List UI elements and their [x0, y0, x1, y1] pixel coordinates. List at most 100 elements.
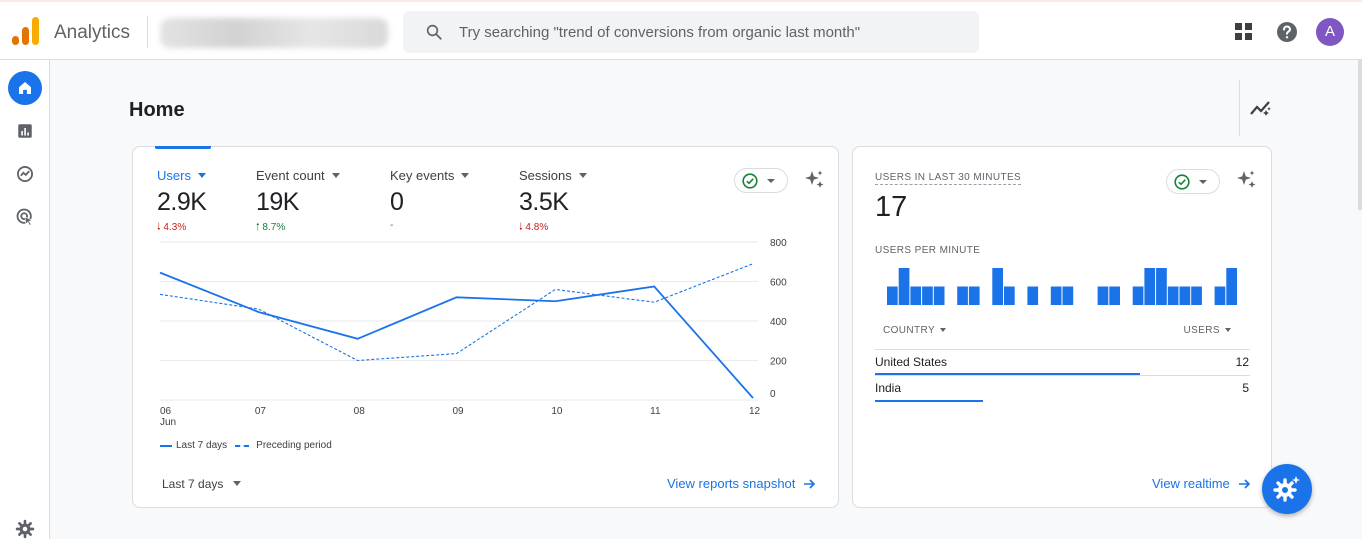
country-column-header[interactable]: COUNTRY — [883, 325, 947, 336]
date-range-selector[interactable]: Last 7 days — [162, 477, 242, 491]
analytics-logo[interactable] — [12, 16, 40, 46]
active-tab-indicator — [155, 146, 211, 149]
insights-icon[interactable] — [1250, 98, 1272, 118]
metric-value: 0 — [390, 188, 404, 216]
chevron-down-icon — [331, 173, 340, 178]
header-divider — [147, 16, 148, 48]
date-range-label: Last 7 days — [162, 477, 224, 491]
nav-advertising[interactable] — [8, 200, 42, 234]
x-tick-label: 06 — [160, 406, 172, 417]
minute-bar[interactable] — [1167, 286, 1179, 306]
chevron-down-icon — [940, 328, 947, 332]
search-bar[interactable] — [403, 11, 979, 53]
metric-value: 3.5K — [519, 188, 569, 216]
y-tick-label: 400 — [770, 317, 787, 328]
minute-bar[interactable] — [1132, 286, 1144, 306]
minute-bar[interactable] — [910, 286, 922, 306]
metric-key-events[interactable]: Key events 0 - — [390, 168, 470, 231]
data-quality-button[interactable] — [734, 168, 788, 193]
data-quality-button[interactable] — [1166, 169, 1220, 194]
metric-event-count[interactable]: Event count 19K 🠑 8.7% — [256, 168, 340, 237]
users-per-minute-label: USERS PER MINUTE — [875, 245, 981, 256]
y-tick-label: 200 — [770, 357, 787, 368]
column-label: COUNTRY — [883, 325, 936, 336]
arrow-right-icon — [1238, 478, 1250, 489]
page-title: Home — [129, 99, 185, 121]
chevron-down-icon — [233, 481, 242, 486]
account-selector[interactable] — [160, 18, 388, 48]
nav-admin[interactable] — [8, 512, 42, 539]
minute-bar[interactable] — [1156, 268, 1167, 305]
chevron-down-icon — [578, 173, 587, 178]
realtime-title[interactable]: USERS IN LAST 30 MINUTES — [875, 172, 1022, 185]
sparkle-icon[interactable] — [1235, 169, 1257, 191]
app-title: Analytics — [54, 22, 131, 43]
minute-bar[interactable] — [1144, 268, 1156, 305]
arrow-down-icon: 🠓 — [157, 222, 161, 233]
minute-bar[interactable] — [957, 286, 968, 306]
table-divider — [875, 349, 1250, 350]
assistant-fab[interactable] — [1262, 464, 1312, 514]
link-label: View reports snapshot — [667, 476, 796, 491]
search-input[interactable] — [459, 11, 959, 53]
minute-bar[interactable] — [968, 286, 980, 306]
table-divider — [875, 375, 1250, 376]
metric-label: Event count — [256, 168, 325, 183]
x-tick-label: 08 — [354, 406, 366, 417]
metric-sessions[interactable]: Sessions 3.5K 🠓 4.8% — [519, 168, 587, 237]
minute-bar[interactable] — [1050, 286, 1062, 306]
arrow-up-icon: 🠑 — [256, 222, 260, 233]
minute-bar[interactable] — [992, 268, 1003, 305]
side-navigation — [0, 60, 50, 539]
metric-change: - — [390, 220, 394, 231]
minute-bar[interactable] — [898, 268, 910, 305]
chevron-down-icon — [767, 178, 775, 183]
gear-icon — [15, 519, 35, 539]
check-circle-icon — [1174, 173, 1190, 190]
minute-bar[interactable] — [1097, 286, 1109, 306]
series-line-current — [159, 271, 754, 399]
minute-bar[interactable] — [1062, 286, 1074, 306]
scrollbar[interactable] — [1358, 60, 1362, 210]
legend-swatch-dashed — [235, 444, 250, 447]
metric-change-value: 4.3% — [163, 222, 187, 233]
minute-bar[interactable] — [1179, 286, 1191, 306]
x-tick-label: 11 — [650, 406, 661, 417]
overview-card: Users 2.9K 🠓 4.3% Event count 19K 🠑 8.7%… — [132, 146, 839, 508]
arrow-down-icon: 🠓 — [519, 222, 523, 233]
insights-divider — [1239, 80, 1240, 136]
row-users: 5 — [1242, 381, 1249, 395]
minute-bar[interactable] — [1109, 286, 1120, 306]
minute-bar[interactable] — [1027, 286, 1039, 306]
minute-bar[interactable] — [933, 286, 945, 306]
minute-bar[interactable] — [922, 286, 933, 306]
view-realtime-link[interactable]: View realtime — [1152, 476, 1251, 491]
view-reports-snapshot-link[interactable]: View reports snapshot — [667, 476, 816, 491]
metric-users[interactable]: Users 2.9K 🠓 4.3% — [157, 168, 207, 237]
y-tick-label: 600 — [770, 278, 787, 289]
minute-bar[interactable] — [887, 286, 898, 306]
metric-label: Sessions — [519, 168, 572, 183]
nav-home[interactable] — [8, 71, 42, 105]
minute-bar[interactable] — [1004, 286, 1015, 306]
metric-change-value: 4.8% — [525, 222, 549, 233]
row-share-bar — [875, 373, 1140, 375]
avatar[interactable]: A — [1316, 18, 1344, 46]
x-tick-label: 12 — [749, 406, 761, 417]
sparkle-icon[interactable] — [803, 169, 825, 191]
check-circle-icon — [742, 172, 758, 189]
minute-bar[interactable] — [1214, 286, 1226, 306]
x-tick-sublabel: Jun — [160, 417, 176, 428]
row-country: United States — [875, 355, 948, 369]
apps-grid-icon[interactable] — [1234, 22, 1254, 42]
realtime-card: USERS IN LAST 30 MINUTES 17 USERS PER MI… — [852, 146, 1272, 508]
legend-current: Last 7 days — [176, 440, 228, 451]
minute-bar[interactable] — [1226, 268, 1237, 305]
metric-value: 2.9K — [157, 188, 207, 216]
metric-change: 🠓 4.3% — [157, 220, 206, 237]
minute-bar[interactable] — [1191, 286, 1202, 306]
users-column-header[interactable]: USERS — [1184, 325, 1231, 336]
nav-reports[interactable] — [8, 114, 42, 148]
help-icon[interactable] — [1276, 21, 1298, 43]
nav-explore[interactable] — [8, 157, 42, 191]
